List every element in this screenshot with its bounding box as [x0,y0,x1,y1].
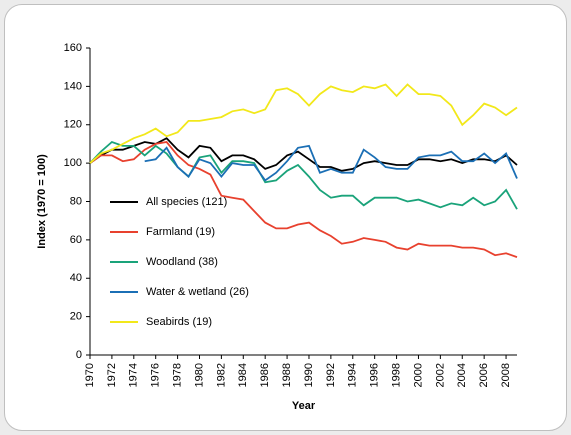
card [4,4,567,431]
x-tick-label: 1998 [390,363,402,387]
x-tick-label: 1972 [106,363,118,387]
x-tick-label: 1982 [215,363,227,387]
series-line [89,137,518,172]
x-tick-label: 1978 [171,363,183,387]
y-tick-label: 40 [70,272,82,284]
y-tick-label: 160 [64,42,82,54]
legend-label: Farmland (19) [146,226,215,238]
y-tick-label: 80 [70,195,82,207]
y-axis-title: Index (1970 = 100) [36,154,48,249]
x-tick-label: 2004 [456,363,468,387]
x-tick-label: 1988 [281,363,293,387]
x-tick-label: 2000 [412,363,424,387]
x-tick-label: 1970 [84,363,96,387]
legend-label: Woodland (38) [146,256,218,268]
y-tick-label: 20 [70,311,82,323]
legend-label: All species (121) [146,196,227,208]
legend-label: Water & wetland (26) [146,286,249,298]
x-tick-label: 1994 [347,363,359,387]
series-line [89,141,518,258]
y-tick-label: 0 [76,349,82,361]
x-tick-label: 2008 [500,363,512,387]
x-tick-label: 1976 [150,363,162,387]
x-tick-label: 2006 [478,363,490,387]
x-tick-label: 1984 [237,363,249,387]
y-tick-label: 60 [70,234,82,246]
x-axis-title: Year [292,400,316,412]
x-tick-label: 1996 [369,363,381,387]
x-tick-label: 1974 [128,363,140,387]
legend-label: Seabirds (19) [146,316,212,328]
x-tick-label: 1986 [259,363,271,387]
series-line [89,83,518,164]
series-line [144,144,518,182]
y-tick-label: 100 [64,157,82,169]
x-tick-label: 1990 [303,363,315,387]
y-tick-label: 120 [64,119,82,131]
series-line [89,140,518,210]
y-tick-label: 140 [64,80,82,92]
x-tick-label: 1992 [325,363,337,387]
x-tick-label: 2002 [434,363,446,387]
x-tick-label: 1980 [193,363,205,387]
